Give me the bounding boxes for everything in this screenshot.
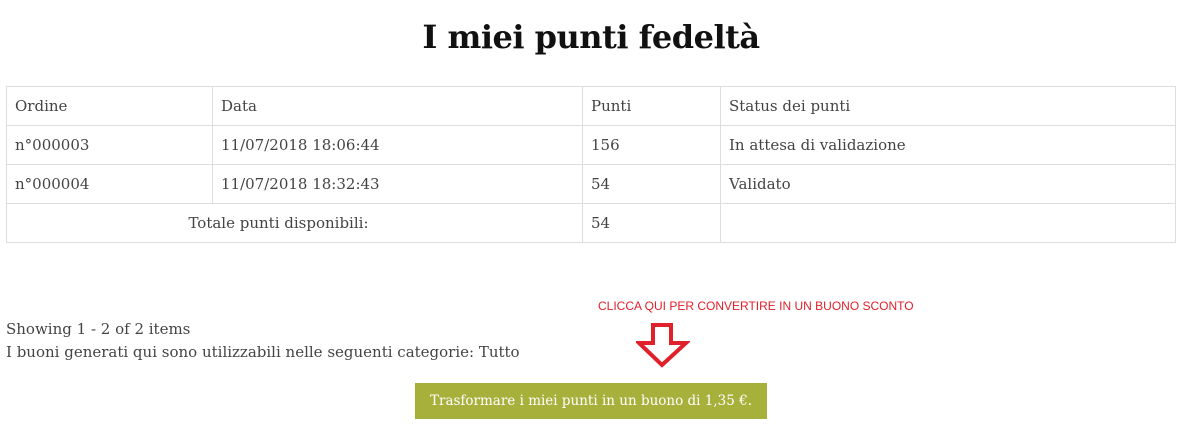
table-row: n°000004 11/07/2018 18:32:43 54 Validato <box>6 164 1176 204</box>
table-header-row: Ordine Data Punti Status dei punti <box>6 86 1176 126</box>
order-cell: n°000003 <box>6 125 213 165</box>
total-label: Totale punti disponibili: <box>6 203 583 243</box>
total-row: Totale punti disponibili: 54 <box>6 203 1176 243</box>
categories-note: I buoni generati qui sono utilizzabili n… <box>6 343 520 361</box>
status-cell: In attesa di validazione <box>720 125 1176 165</box>
date-cell: 11/07/2018 18:32:43 <box>212 164 583 204</box>
empty-cell <box>720 203 1176 243</box>
date-cell: 11/07/2018 18:06:44 <box>212 125 583 165</box>
convert-points-button[interactable]: Trasformare i miei punti in un buono di … <box>415 383 767 419</box>
points-cell: 156 <box>582 125 721 165</box>
header-ordine: Ordine <box>6 86 213 126</box>
status-cell: Validato <box>720 164 1176 204</box>
header-data: Data <box>212 86 583 126</box>
total-value: 54 <box>582 203 721 243</box>
points-cell: 54 <box>582 164 721 204</box>
order-cell: n°000004 <box>6 164 213 204</box>
table-row: n°000003 11/07/2018 18:06:44 156 In atte… <box>6 125 1176 165</box>
points-table: Ordine Data Punti Status dei punti n°000… <box>6 86 1176 243</box>
arrow-down-icon <box>636 323 690 368</box>
page-title: I miei punti fedeltà <box>422 18 760 56</box>
header-punti: Punti <box>582 86 721 126</box>
header-status: Status dei punti <box>720 86 1176 126</box>
pagination-info: Showing 1 - 2 of 2 items <box>6 320 191 338</box>
callout-text: CLICCA QUI PER CONVERTIRE IN UN BUONO SC… <box>598 299 914 313</box>
